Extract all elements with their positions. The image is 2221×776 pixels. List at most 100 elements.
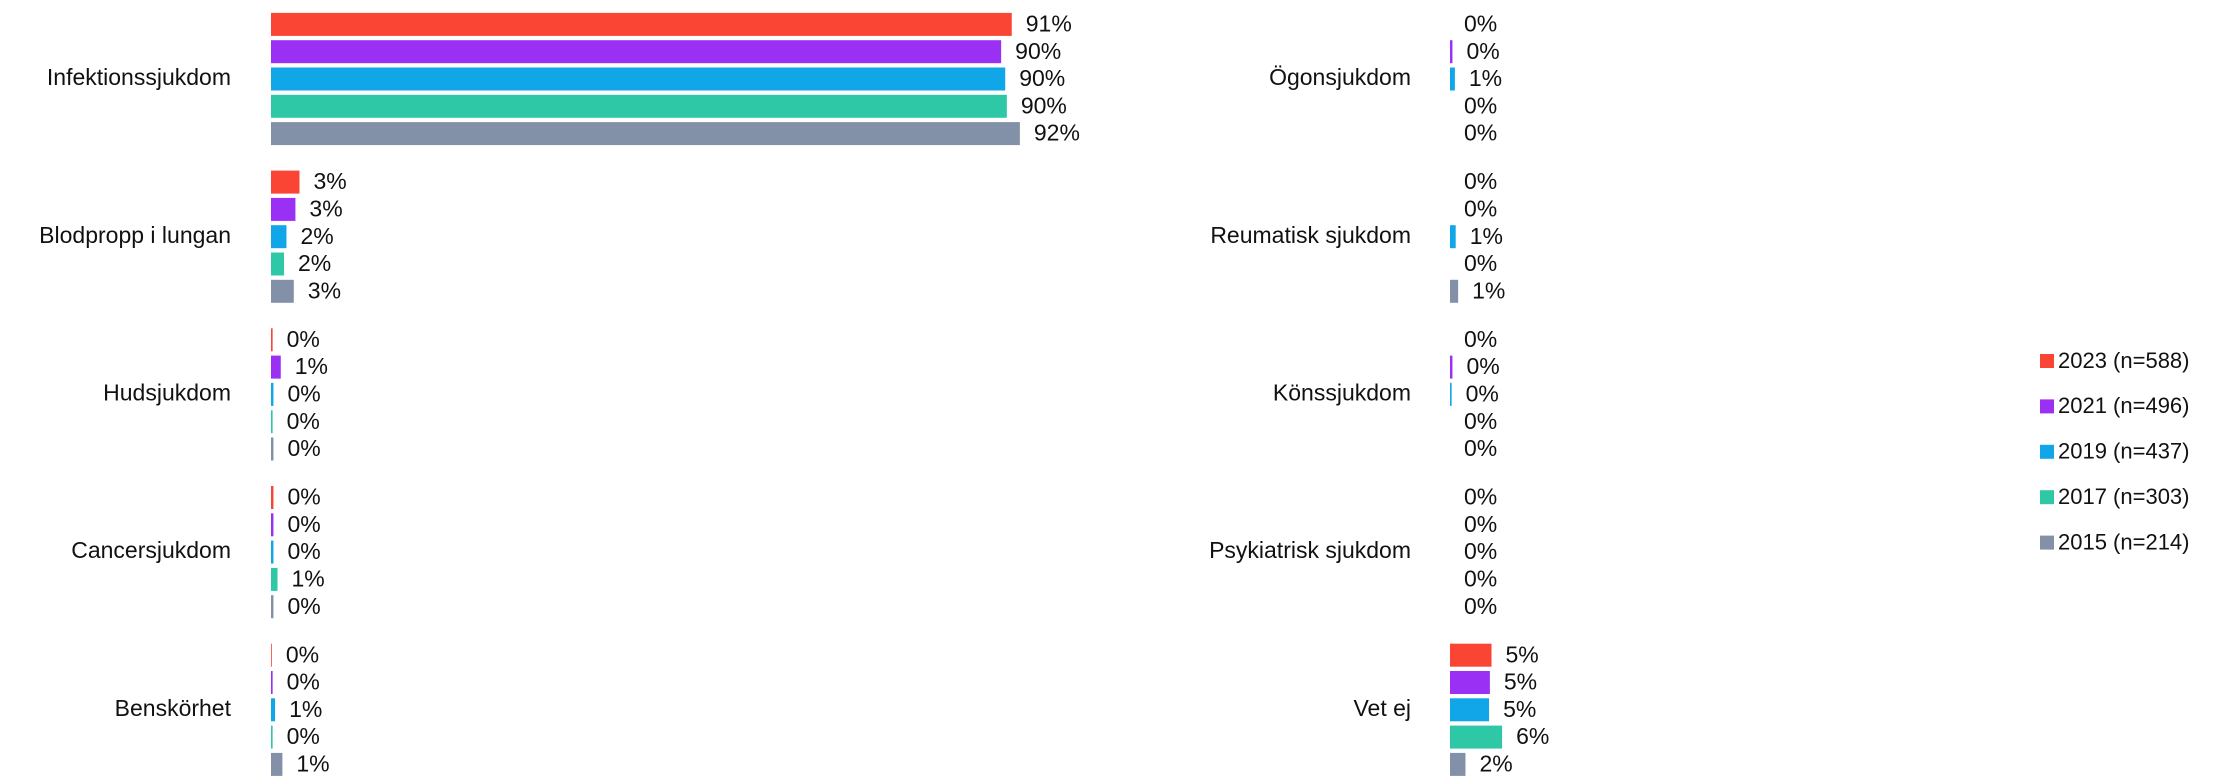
legend-label: 2019 (n=437) [2058, 439, 2190, 464]
value-label: 0% [286, 641, 319, 667]
value-label: 0% [287, 593, 320, 619]
value-label: 2% [300, 223, 333, 249]
value-label: 3% [309, 195, 342, 221]
value-label: 2% [1479, 750, 1512, 776]
value-label: 0% [1464, 484, 1497, 510]
category-label: Cancersjukdom [71, 537, 231, 563]
bar [271, 698, 276, 722]
bar [1450, 698, 1490, 722]
category-label: Infektionssjukdom [47, 64, 231, 90]
bar [271, 252, 285, 276]
value-label: 0% [1464, 120, 1497, 146]
value-label: 0% [287, 484, 320, 510]
bar [271, 355, 281, 379]
legend-swatch [2040, 354, 2054, 368]
bar [271, 540, 274, 564]
bar [271, 197, 296, 221]
bar [271, 410, 273, 434]
category-label: Blodpropp i lungan [39, 222, 231, 248]
value-label: 0% [1464, 10, 1497, 36]
value-label: 0% [1464, 408, 1497, 434]
value-label: 90% [1015, 38, 1061, 64]
value-label: 0% [1464, 538, 1497, 564]
bar [271, 437, 274, 461]
value-label: 0% [1464, 565, 1497, 591]
value-label: 1% [289, 696, 322, 722]
legend-swatch [2040, 535, 2054, 550]
value-label: 0% [1464, 326, 1497, 352]
category-label: Reumatisk sjukdom [1210, 222, 1411, 248]
value-label: 0% [1464, 92, 1497, 118]
value-label: 0% [1466, 353, 1499, 379]
legend-label: 2017 (n=303) [2058, 484, 2190, 509]
category-label: Psykiatrisk sjukdom [1209, 537, 1411, 563]
bar [1450, 752, 1466, 776]
value-label: 0% [1464, 593, 1497, 619]
value-label: 92% [1034, 120, 1080, 146]
legend-label: 2015 (n=214) [2058, 529, 2190, 554]
bar [271, 67, 1006, 91]
bar [271, 279, 294, 303]
value-label: 0% [287, 723, 320, 749]
value-label: 91% [1026, 10, 1072, 36]
value-label: 5% [1506, 641, 1539, 667]
value-label: 0% [287, 380, 320, 406]
value-label: 0% [287, 511, 320, 537]
value-label: 0% [287, 538, 320, 564]
bar [271, 225, 287, 249]
bar [1450, 40, 1453, 64]
bar [271, 752, 283, 776]
bar [271, 643, 272, 667]
bar [271, 671, 273, 694]
bar [271, 94, 1007, 118]
bar [1450, 671, 1490, 694]
legend-swatch [2040, 444, 2054, 459]
bar [271, 122, 1020, 146]
value-label: 1% [1470, 223, 1503, 249]
legend-swatch [2040, 399, 2054, 414]
value-label: 6% [1516, 723, 1549, 749]
value-label: 1% [295, 353, 328, 379]
category-label: Ögonsjukdom [1269, 64, 1411, 90]
value-label: 0% [1464, 511, 1497, 537]
bar [271, 170, 300, 194]
bar [271, 40, 1002, 64]
bar [1450, 67, 1455, 91]
value-label: 1% [292, 565, 325, 591]
bar [271, 382, 274, 406]
legend-label: 2021 (n=496) [2058, 393, 2190, 418]
value-label: 2% [298, 250, 331, 276]
bar [271, 12, 1012, 36]
value-label: 3% [308, 277, 341, 303]
value-label: 90% [1021, 92, 1067, 118]
value-label: 1% [1472, 277, 1505, 303]
category-label: Hudsjukdom [103, 379, 231, 405]
value-label: 5% [1504, 669, 1537, 695]
bar [271, 595, 274, 619]
bar [271, 567, 278, 591]
value-label: 0% [1464, 250, 1497, 276]
bar [271, 513, 274, 537]
value-label: 0% [287, 326, 320, 352]
bar [271, 725, 273, 749]
legend-swatch [2040, 490, 2054, 505]
value-label: 3% [313, 168, 346, 194]
legend-label: 2023 (n=588) [2058, 348, 2190, 373]
bar [1450, 355, 1453, 379]
category-label: Benskörhet [115, 695, 232, 721]
value-label: 1% [1469, 65, 1502, 91]
bar [271, 328, 273, 352]
bar [1450, 225, 1456, 249]
bar [1450, 725, 1503, 749]
value-label: 0% [1466, 380, 1499, 406]
value-label: 0% [287, 408, 320, 434]
bar [1450, 643, 1492, 667]
category-label: Vet ej [1353, 695, 1411, 721]
value-label: 0% [287, 669, 320, 695]
value-label: 0% [1466, 38, 1499, 64]
value-label: 5% [1503, 696, 1536, 722]
bar [271, 486, 274, 509]
bar [1450, 279, 1459, 303]
value-label: 1% [296, 750, 329, 776]
